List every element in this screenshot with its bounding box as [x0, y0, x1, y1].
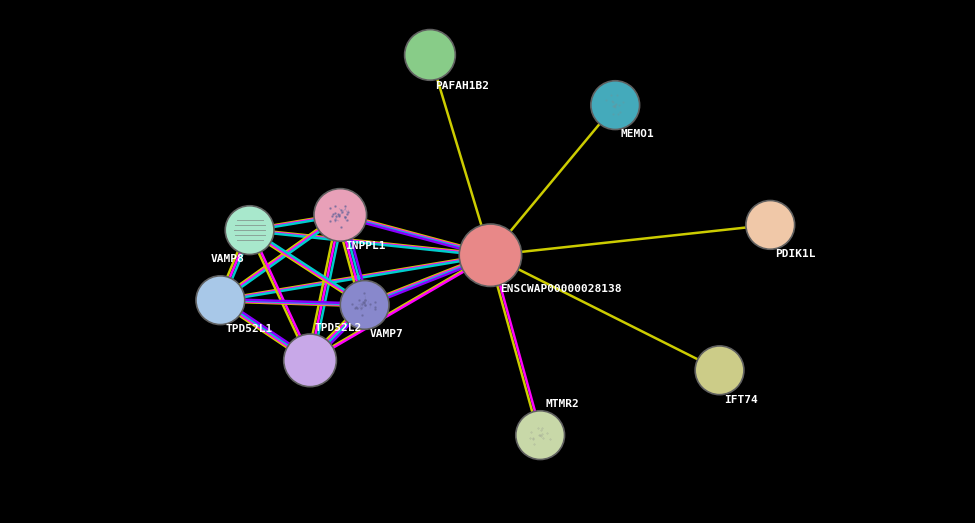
Ellipse shape [225, 206, 274, 255]
Ellipse shape [314, 189, 367, 241]
Text: PDIK1L: PDIK1L [775, 249, 816, 259]
Text: TPD52L1: TPD52L1 [225, 324, 272, 334]
Text: ENSCWAP00000028138: ENSCWAP00000028138 [500, 285, 622, 294]
Text: MTMR2: MTMR2 [545, 399, 579, 409]
Text: IFT74: IFT74 [724, 394, 759, 404]
Ellipse shape [516, 411, 565, 460]
Text: INPPL1: INPPL1 [345, 241, 386, 251]
Text: VAMP7: VAMP7 [370, 329, 404, 339]
Text: VAMP8: VAMP8 [211, 254, 245, 264]
Ellipse shape [591, 81, 640, 130]
Ellipse shape [340, 280, 389, 329]
Ellipse shape [695, 346, 744, 395]
Ellipse shape [284, 334, 336, 386]
Text: PAFAH1B2: PAFAH1B2 [435, 81, 488, 91]
Ellipse shape [459, 224, 522, 287]
Ellipse shape [196, 276, 245, 325]
Text: MEMO1: MEMO1 [620, 129, 654, 139]
Ellipse shape [405, 30, 455, 80]
Text: TPD52L2: TPD52L2 [315, 323, 362, 333]
Ellipse shape [746, 200, 795, 249]
